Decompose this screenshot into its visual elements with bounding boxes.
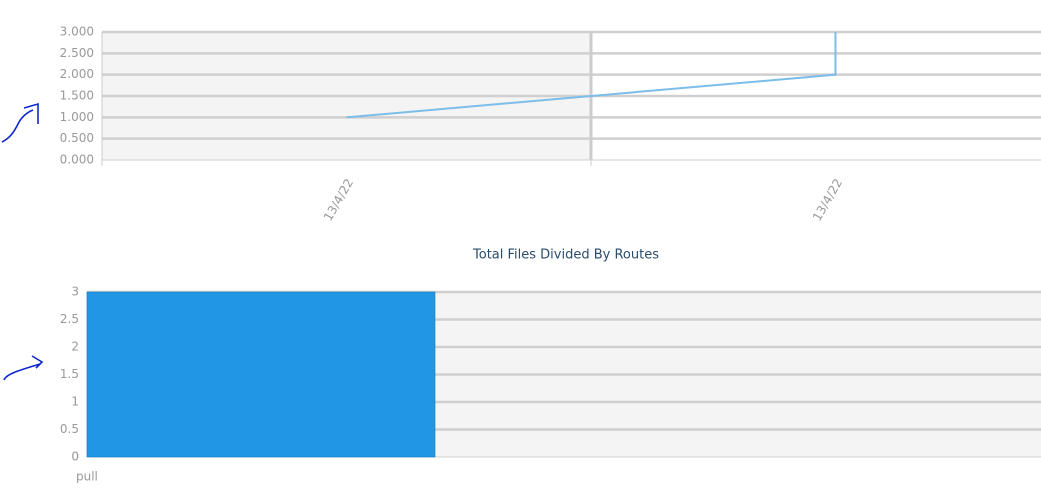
y-tick-label: 3.000 — [60, 25, 94, 39]
x-tick-label: 13/4/22 — [321, 176, 356, 223]
hand-arrow — [3, 355, 44, 381]
y-tick-label: 3 — [71, 285, 79, 299]
y-tick-label: 0.000 — [60, 153, 94, 167]
y-tick-label: 1.000 — [60, 110, 94, 124]
y-tick-label: 2.5 — [60, 312, 79, 326]
y-tick-label: 0.500 — [60, 131, 94, 145]
x-tick-label: 13/4/22 — [810, 176, 845, 223]
y-tick-label: 2 — [71, 340, 79, 354]
line-series — [346, 32, 837, 119]
y-tick-label: 0 — [71, 450, 79, 464]
y-tick-label: 2.500 — [60, 46, 94, 60]
y-tick-label: 0.5 — [60, 422, 79, 436]
y-tick-label: 1 — [71, 395, 79, 409]
x-tick-label: pull — [76, 470, 98, 484]
hand-arrow — [1, 102, 39, 143]
y-tick-label: 1.5 — [60, 367, 79, 381]
bar — [86, 291, 436, 458]
chart-title: Total Files Divided By Routes — [472, 248, 659, 263]
y-tick-label: 1.500 — [60, 89, 94, 103]
y-tick-label: 2.000 — [60, 67, 94, 81]
